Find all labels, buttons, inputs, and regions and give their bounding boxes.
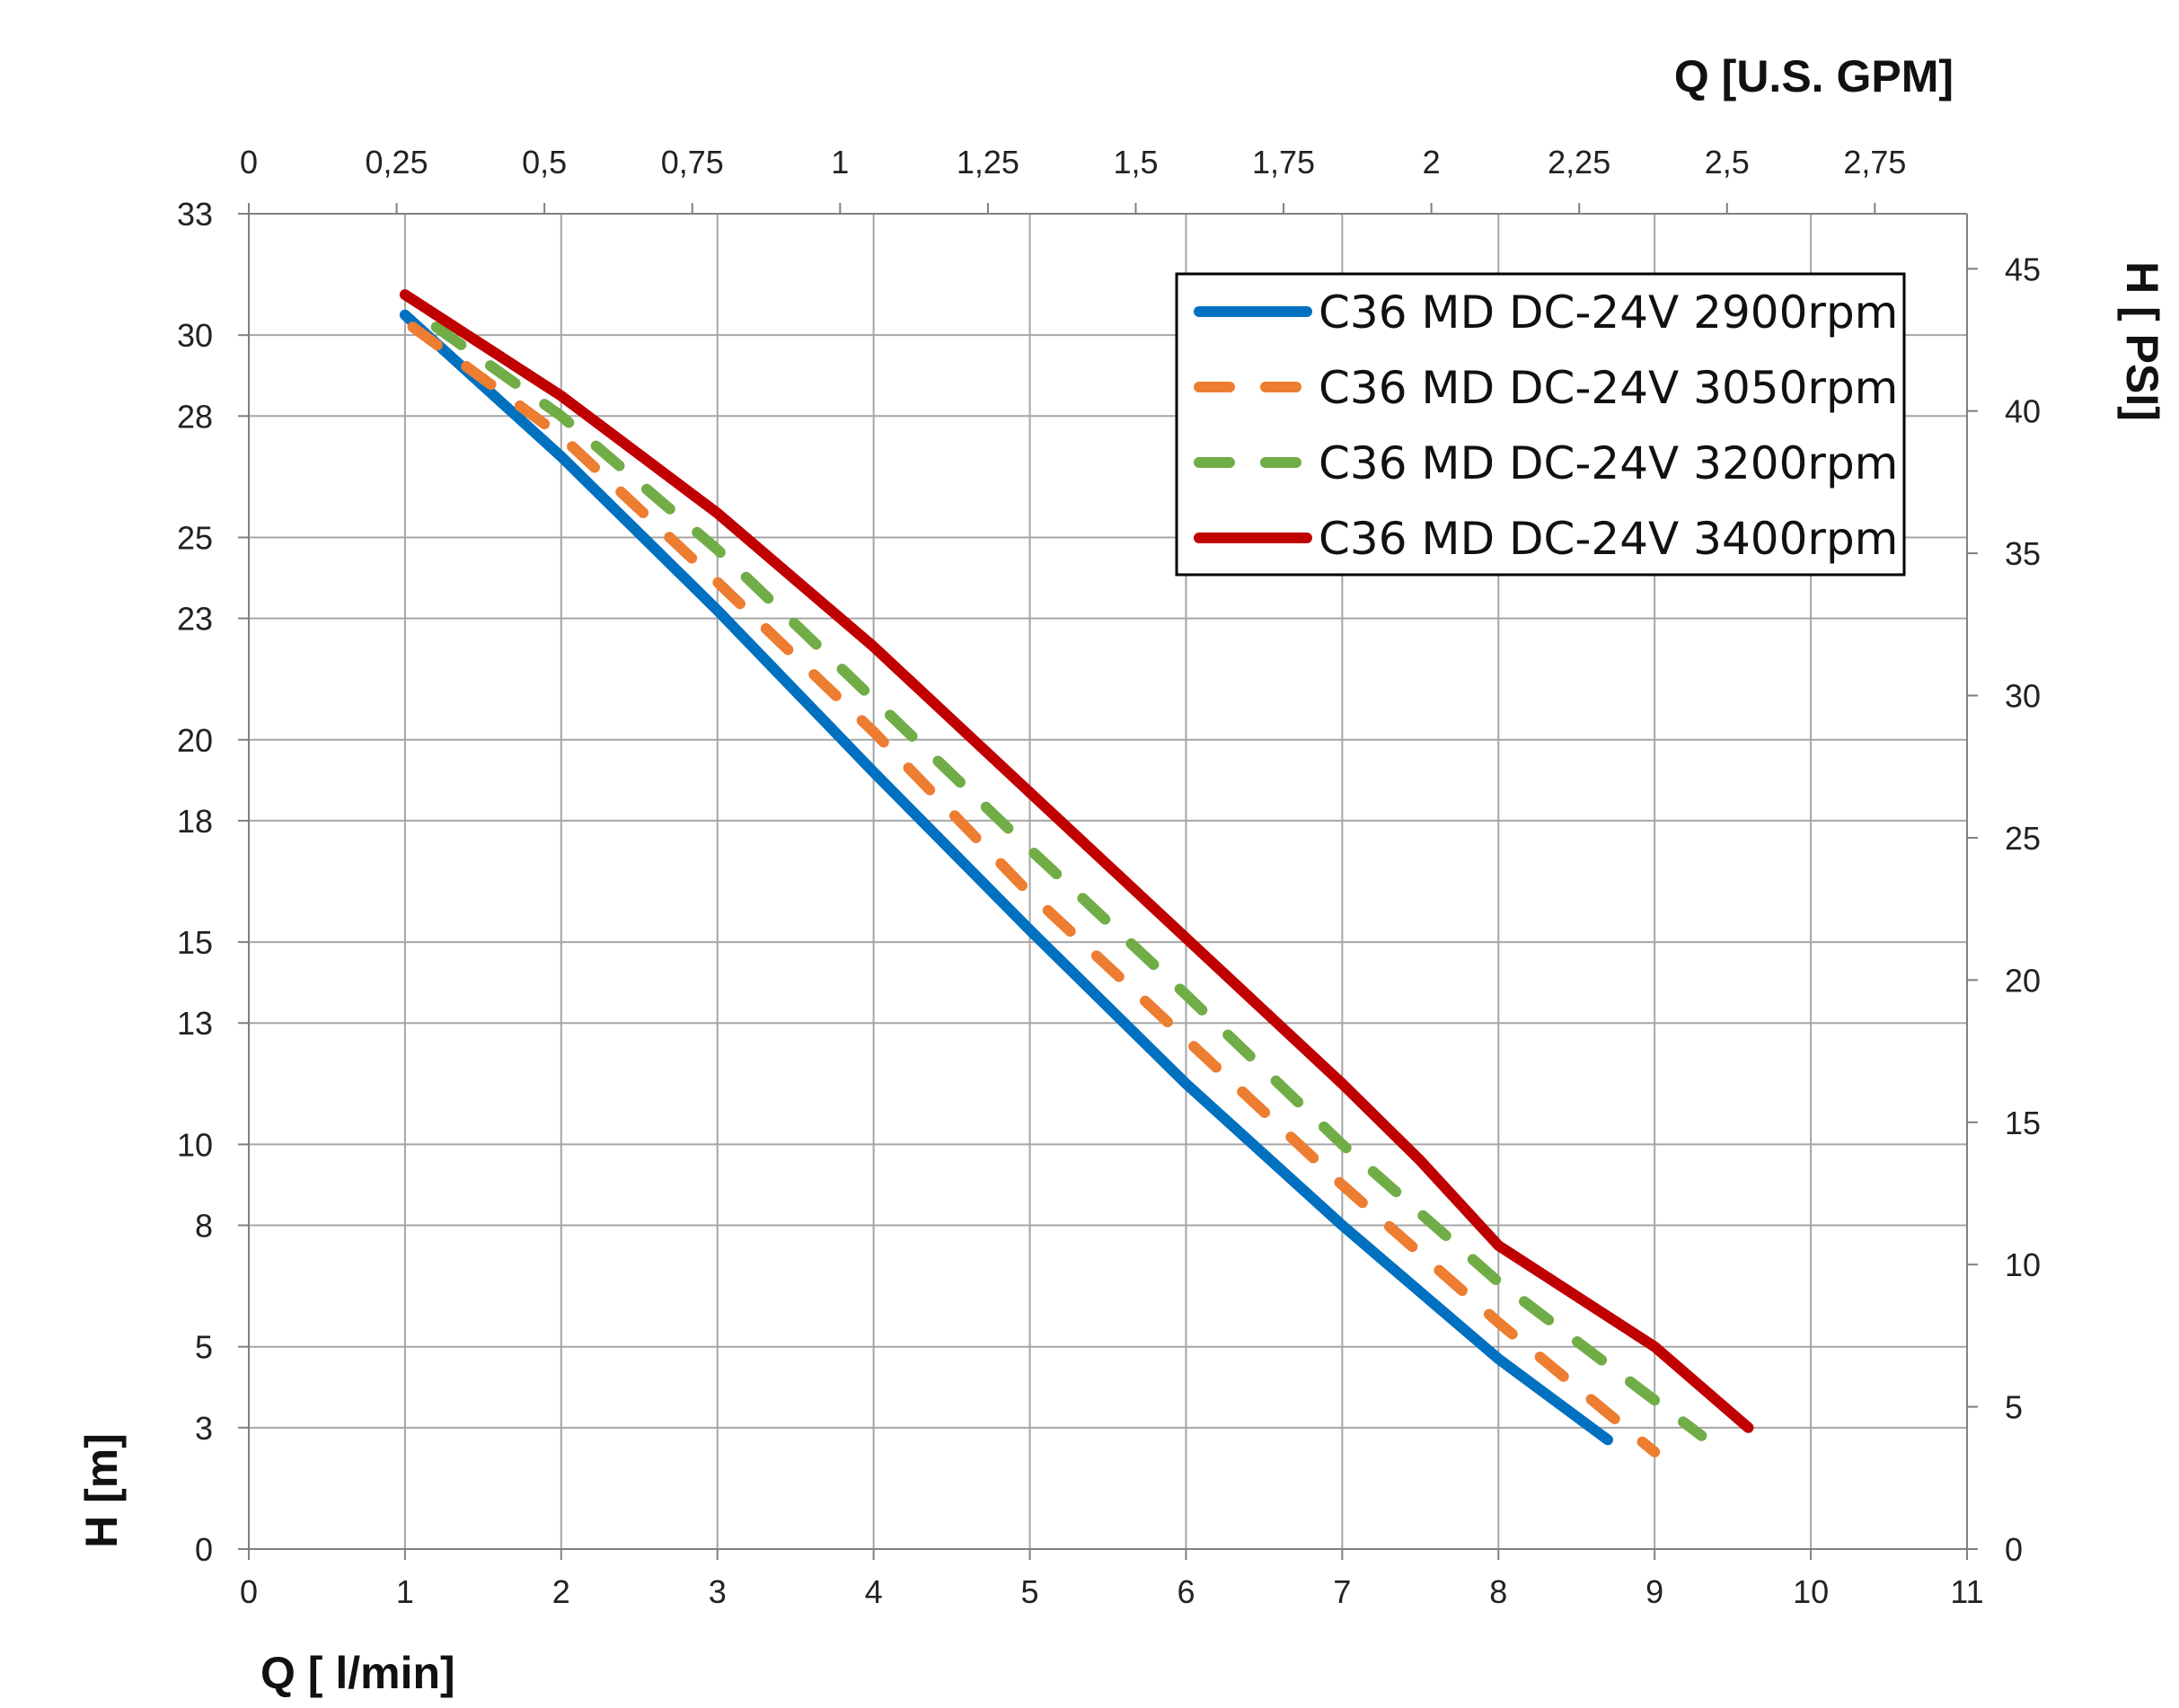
legend-label-4: C36 MD DC-24V 3400rpm — [1319, 513, 1898, 565]
y2-tick-label: 5 — [2005, 1389, 2023, 1426]
x-tick-label: 5 — [1021, 1573, 1039, 1610]
y2-tick-label: 0 — [2005, 1531, 2023, 1568]
legend-label-2: C36 MD DC-24V 3050rpm — [1319, 362, 1898, 414]
top-x-axis-title: Q [U.S. GPM] — [1674, 51, 1954, 101]
x-axis-title: Q [ l/min] — [260, 1648, 455, 1698]
series-line-2 — [407, 321, 1661, 1457]
x-tick-label: 11 — [1950, 1573, 1983, 1610]
series-line-1 — [399, 309, 1613, 1446]
x2-tick-label: 0,5 — [522, 144, 567, 180]
y-tick-label: 13 — [177, 1005, 213, 1042]
y-axis-title: H [m] — [76, 1433, 127, 1548]
y-tick-label: 28 — [177, 398, 213, 435]
y2-tick-label: 15 — [2005, 1105, 2041, 1141]
y2-tick-label: 30 — [2005, 678, 2041, 715]
x-tick-label: 6 — [1177, 1573, 1195, 1610]
right-y-axis-title: H [ PSI] — [2117, 261, 2167, 421]
x-tick-label: 7 — [1333, 1573, 1351, 1610]
x2-tick-label: 2 — [1423, 144, 1441, 180]
y-tick-label: 5 — [195, 1329, 213, 1366]
x2-tick-label: 2,25 — [1548, 144, 1610, 180]
y-tick-label: 33 — [177, 196, 213, 233]
x2-tick-label: 0,75 — [661, 144, 724, 180]
x-tick-label: 4 — [865, 1573, 883, 1610]
x2-tick-label: 2,75 — [1843, 144, 1906, 180]
y-tick-label: 18 — [177, 803, 213, 840]
legend-label-1: C36 MD DC-24V 2900rpm — [1319, 286, 1898, 339]
y2-tick-label: 20 — [2005, 962, 2041, 999]
x2-tick-label: 0 — [240, 144, 258, 180]
y-tick-label: 3 — [195, 1410, 213, 1447]
x-tick-label: 2 — [552, 1573, 570, 1610]
y-tick-label: 0 — [195, 1531, 213, 1568]
y-tick-label: 15 — [177, 924, 213, 961]
legend-box — [1175, 272, 1906, 577]
x2-tick-label: 1,75 — [1252, 144, 1315, 180]
x2-tick-label: 0,25 — [366, 144, 428, 180]
y2-tick-label: 35 — [2005, 535, 2041, 572]
x-tick-label: 8 — [1489, 1573, 1507, 1610]
legend: C36 MD DC-24V 2900rpm C36 MD DC-24V 3050r… — [1175, 272, 1906, 577]
y2-tick-label: 10 — [2005, 1246, 2041, 1283]
x2-tick-label: 2,5 — [1705, 144, 1750, 180]
x2-tick-label: 1,5 — [1113, 144, 1158, 180]
series — [399, 289, 1754, 1457]
x-tick-label: 1 — [396, 1573, 414, 1610]
y-tick-label: 25 — [177, 519, 213, 556]
series-line-4 — [399, 289, 1754, 1433]
x-tick-label: 10 — [1793, 1573, 1829, 1610]
y-tick-label: 20 — [177, 722, 213, 759]
x-tick-label: 3 — [709, 1573, 727, 1610]
x2-tick-label: 1,25 — [957, 144, 1019, 180]
x2-tick-label: 1 — [831, 144, 849, 180]
x-tick-label: 0 — [240, 1573, 258, 1610]
y-tick-label: 30 — [177, 317, 213, 354]
x-tick-label: 9 — [1645, 1573, 1663, 1610]
y2-tick-label: 25 — [2005, 820, 2041, 857]
y-tick-label: 8 — [195, 1208, 213, 1245]
y2-tick-label: 40 — [2005, 393, 2041, 430]
series-line-3 — [430, 321, 1707, 1441]
y2-tick-label: 45 — [2005, 251, 2041, 287]
y-tick-label: 10 — [177, 1126, 213, 1163]
y-tick-label: 23 — [177, 601, 213, 638]
legend-label-3: C36 MD DC-24V 3200rpm — [1319, 437, 1898, 489]
